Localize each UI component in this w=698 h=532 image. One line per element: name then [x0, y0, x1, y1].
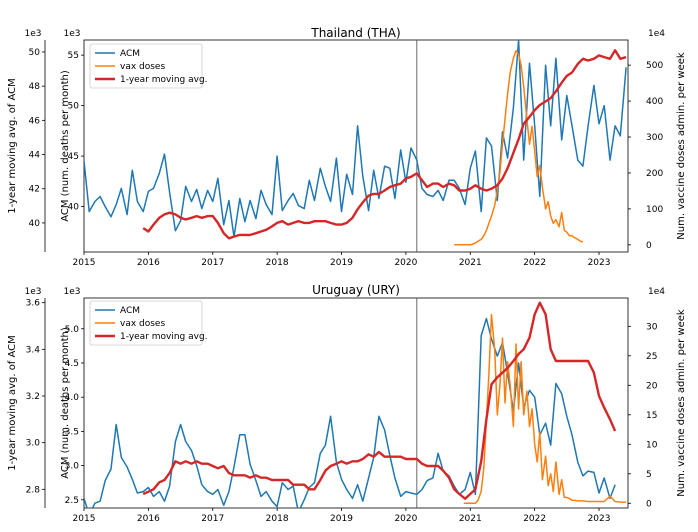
vax-tick-label: 5 — [646, 470, 652, 480]
vax-tick-label: 0 — [646, 241, 652, 251]
acm-tick-label: 50 — [68, 102, 80, 112]
vax-tick-label: 500 — [646, 61, 663, 71]
acm-offset-label: 1e3 — [64, 287, 81, 297]
acm-offset-label: 1e3 — [64, 29, 81, 39]
avg-tick-label: 3.6 — [26, 299, 41, 309]
avg-axis-label: 1-year moving avg. of ACM — [7, 78, 18, 214]
avg-tick-label: 46 — [29, 116, 41, 126]
avg-tick-label: 3.0 — [26, 439, 41, 449]
chart-title: Uruguay (URY) — [312, 283, 400, 297]
vax-tick-label: 25 — [646, 352, 657, 362]
acm-tick-label: 4.5 — [65, 359, 79, 369]
avg-axis-label: 1-year moving avg. of ACM — [7, 335, 18, 471]
acm-axis-label: ACM (num. deaths per month) — [60, 70, 71, 222]
series-line-2 — [463, 313, 627, 505]
x-tick-label: 2023 — [588, 258, 611, 268]
vax-tick-label: 100 — [646, 205, 663, 215]
vax-tick-label: 400 — [646, 97, 663, 107]
avg-tick-label: 3.4 — [26, 345, 41, 355]
x-tick-label: 2021 — [459, 258, 482, 268]
x-tick-label: 2020 — [394, 258, 417, 268]
avg-tick-label: 44 — [29, 151, 41, 161]
legend-label-2: vax doses — [120, 62, 165, 72]
avg-offset-label: 1e3 — [25, 287, 42, 297]
legend: ACM vax doses 1-year moving avg. — [89, 300, 208, 346]
avg-tick-label: 42 — [29, 185, 40, 195]
legend-label-2: vax doses — [120, 319, 165, 329]
legend-label-3: 1-year moving avg. — [120, 75, 208, 85]
avg-tick-label: 50 — [29, 48, 41, 58]
series-line-3 — [142, 49, 627, 240]
avg-tick-label: 2.8 — [26, 485, 41, 495]
x-tick-label: 2016 — [137, 258, 160, 268]
vax-offset-label: 1e4 — [648, 287, 665, 297]
x-tick-label: 2019 — [330, 514, 353, 524]
acm-tick-label: 5.0 — [65, 325, 80, 335]
series-line-1 — [84, 40, 627, 238]
x-tick-label: 2022 — [523, 258, 546, 268]
series-line-2 — [454, 50, 584, 246]
plot-area — [84, 40, 627, 246]
x-tick-label: 2015 — [73, 514, 96, 524]
vax-tick-label: 300 — [646, 133, 663, 143]
acm-tick-label: 40 — [68, 203, 80, 213]
avg-offset-label: 1e3 — [25, 29, 42, 39]
acm-axis-label: ACM (num. deaths per month) — [60, 327, 71, 479]
acm-tick-label: 3.0 — [65, 462, 80, 472]
x-tick-label: 2015 — [73, 258, 96, 268]
vax-tick-label: 10 — [646, 440, 658, 450]
chart-panel-2: Uruguay (URY)2015 2016 2017 2018 2019 2020 202… — [7, 283, 687, 524]
plot-area — [84, 301, 627, 508]
x-tick-label: 2017 — [201, 258, 224, 268]
vax-tick-label: 200 — [646, 169, 663, 179]
chart-panel-1: Thailand (THA) 2015 2016 2017 2018 2019 2020 20… — [7, 26, 687, 268]
acm-tick-label: 3.5 — [65, 427, 79, 437]
avg-tick-label: 3.2 — [26, 392, 40, 402]
x-tick-label: 2018 — [266, 258, 289, 268]
acm-tick-label: 2.5 — [65, 496, 79, 506]
x-tick-label: 2016 — [137, 514, 160, 524]
x-tick-label: 2022 — [523, 514, 546, 524]
legend: ACM vax doses 1-year moving avg. — [89, 43, 208, 89]
avg-tick-label: 48 — [29, 82, 41, 92]
series-line-3 — [142, 301, 617, 500]
legend-label-1: ACM — [120, 49, 140, 59]
x-tick-label: 2021 — [459, 514, 482, 524]
acm-tick-label: 4.0 — [65, 393, 80, 403]
x-tick-label: 2023 — [588, 514, 611, 524]
plot-frame — [83, 297, 629, 509]
vax-tick-label: 0 — [646, 499, 652, 509]
legend-box — [89, 300, 203, 346]
vax-axis-label: Num. vaccine doses admin. per week — [676, 52, 687, 240]
acm-tick-label: 55 — [68, 51, 79, 61]
vax-axis-label: Num. vaccine doses admin. per week — [676, 309, 687, 497]
vax-tick-label: 20 — [646, 381, 658, 391]
plot-frame — [83, 39, 629, 253]
vax-offset-label: 1e4 — [648, 29, 665, 39]
acm-tick-label: 45 — [68, 152, 79, 162]
x-tick-label: 2017 — [201, 514, 224, 524]
series-line-1 — [84, 317, 616, 508]
legend-label-3: 1-year moving avg. — [120, 332, 208, 342]
vax-tick-label: 15 — [646, 411, 657, 421]
vax-tick-label: 30 — [646, 322, 658, 332]
x-tick-label: 2018 — [266, 514, 289, 524]
x-tick-label: 2019 — [330, 258, 353, 268]
chart-title: Thailand (THA) — [310, 26, 400, 40]
legend-box — [89, 43, 203, 89]
legend-label-1: ACM — [120, 306, 140, 316]
avg-tick-label: 40 — [29, 219, 41, 229]
x-tick-label: 2020 — [394, 514, 417, 524]
